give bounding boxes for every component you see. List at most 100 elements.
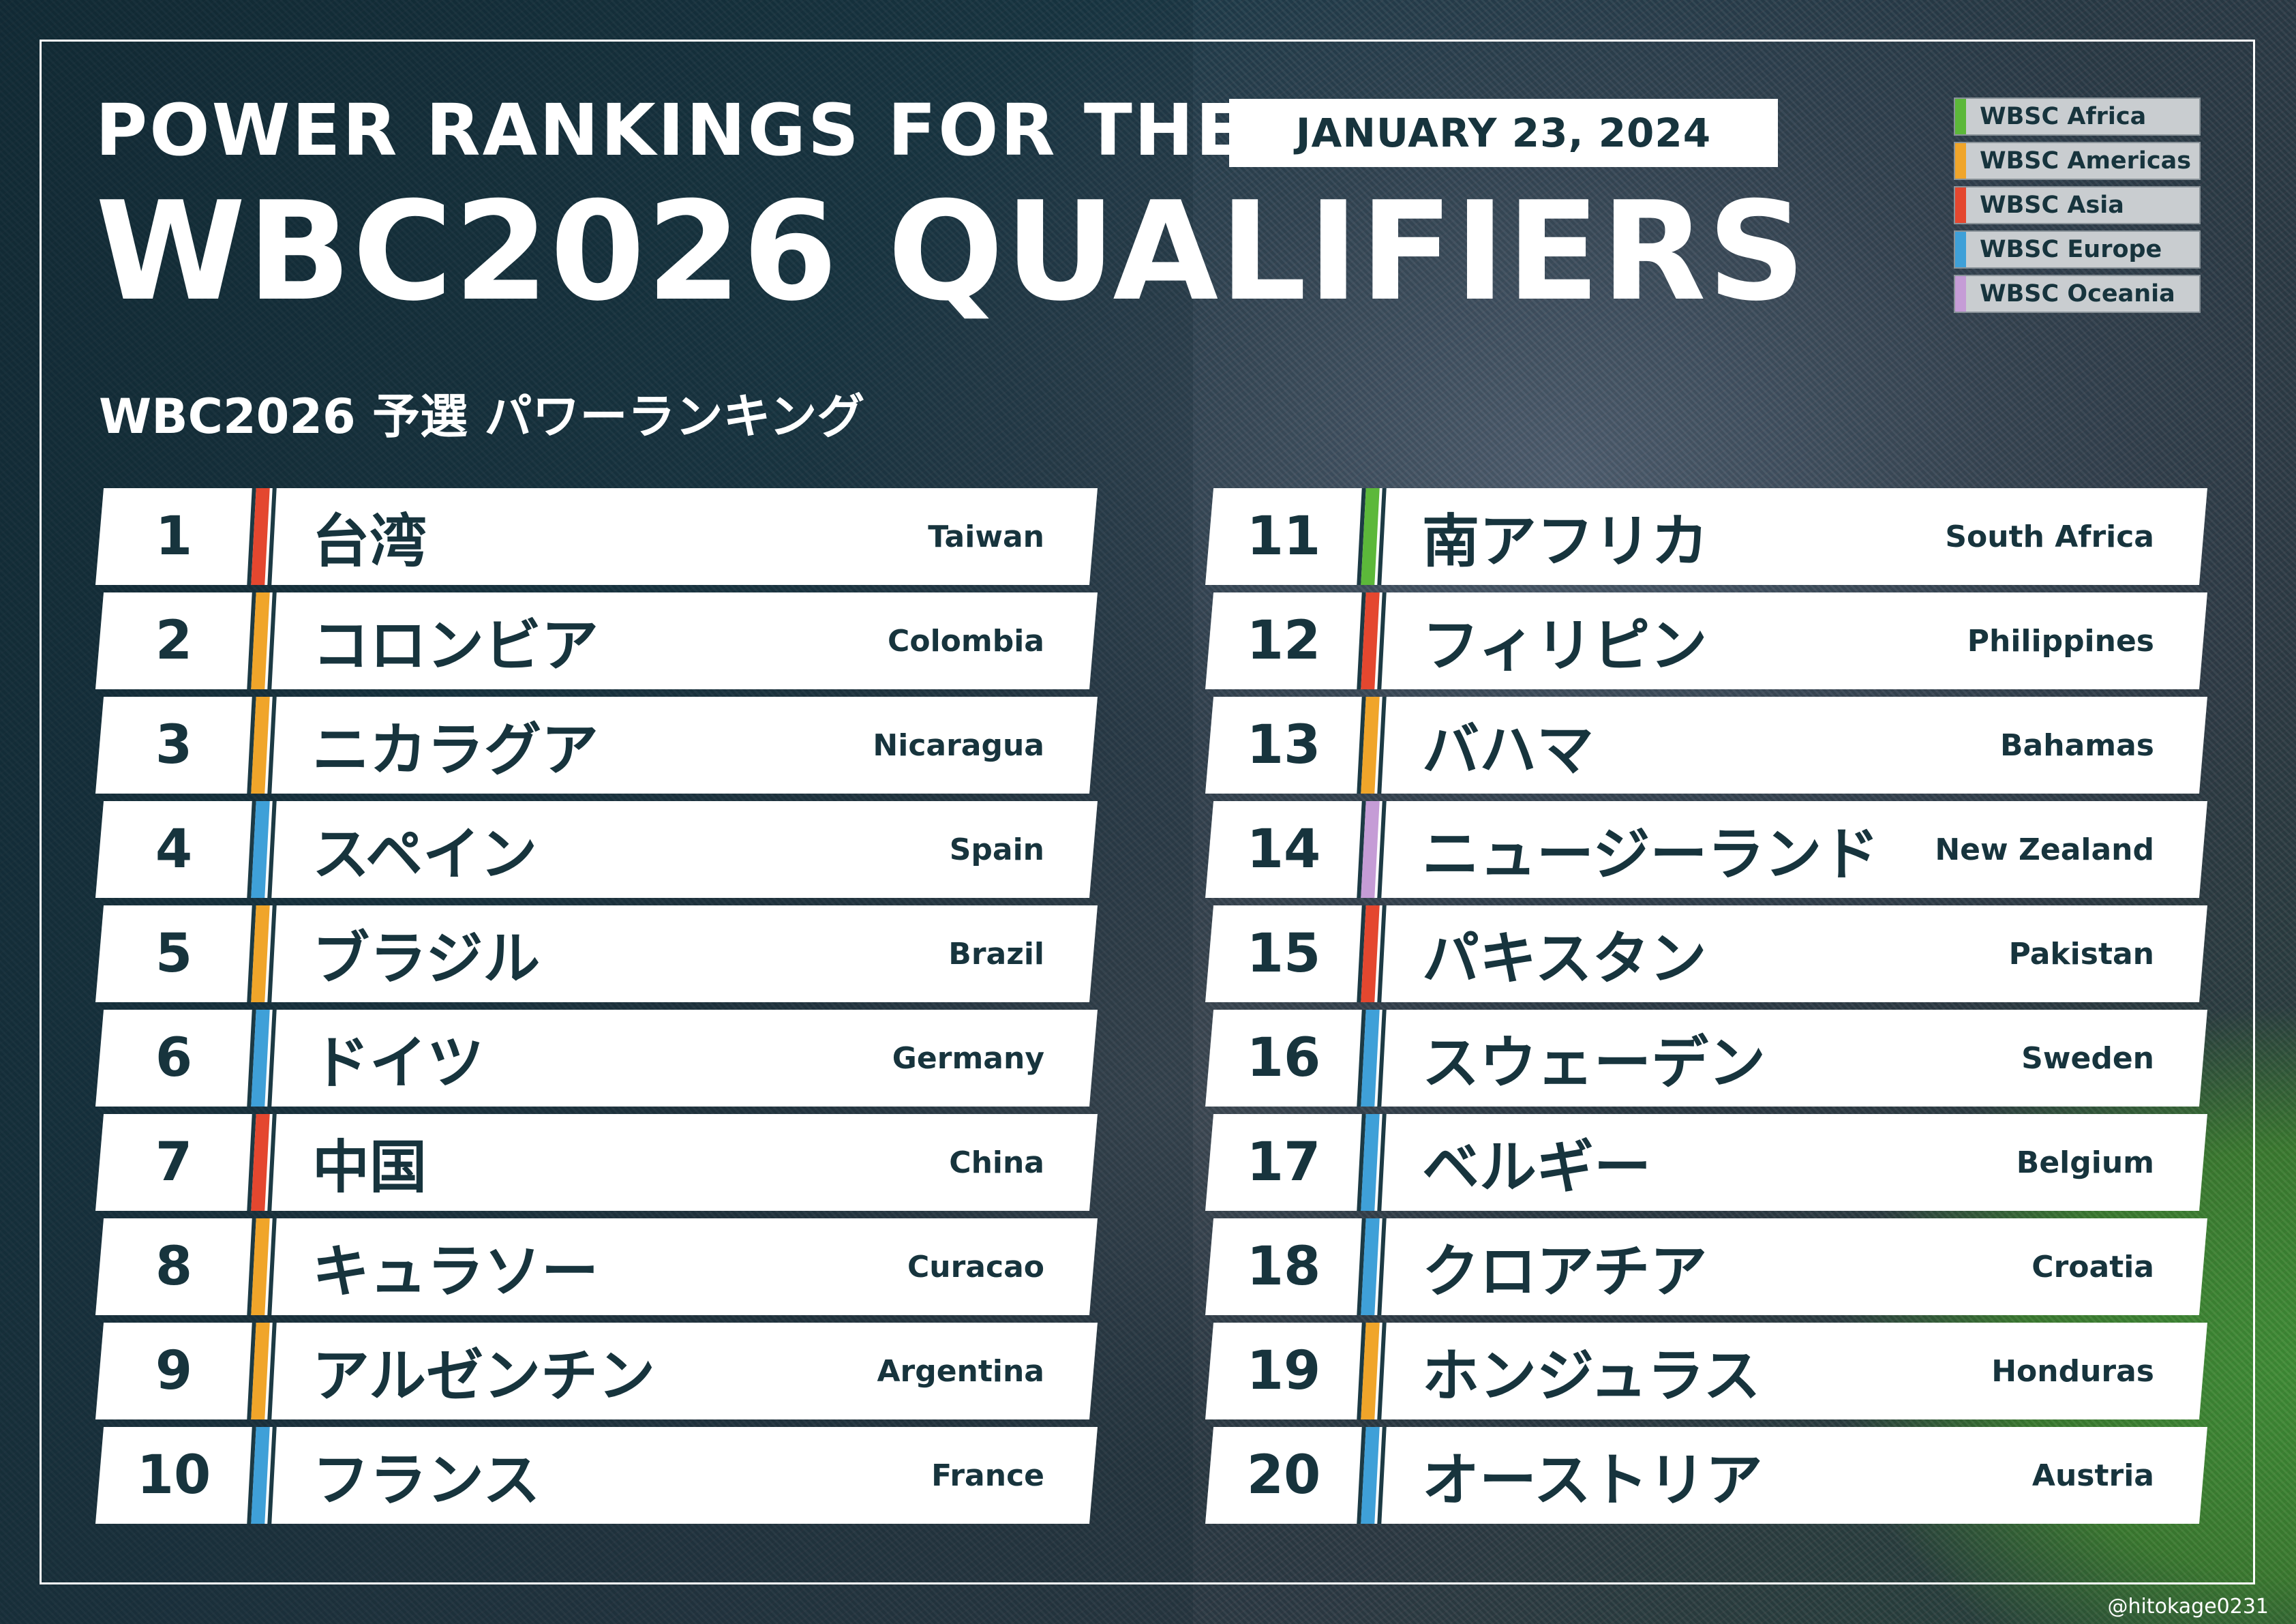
country-name-english: Bahamas	[2000, 727, 2154, 763]
country-name-english: Sweden	[2021, 1040, 2154, 1076]
title-line-1: POWER RANKINGS FOR THE	[95, 89, 1246, 172]
ranking-row: 20 オーストリア Austria	[1205, 1427, 2207, 1524]
ranking-row: 16 スウェーデン Sweden	[1205, 1010, 2207, 1107]
ranking-row: 17 ベルギー Belgium	[1205, 1114, 2207, 1211]
ranking-row: 3 ニカラグア Nicaragua	[95, 697, 1098, 794]
ranking-row: 11 南アフリカ South Africa	[1205, 488, 2207, 585]
legend: WBSC Africa WBSC Americas WBSC Asia WBSC Eu…	[1954, 97, 2201, 319]
country-name-english: New Zealand	[1935, 832, 2154, 867]
ranking-row: 5 ブラジル Brazil	[95, 905, 1098, 1002]
country-name-japanese: ホンジュラス	[1422, 1342, 1761, 1409]
country-name-japanese: パキスタン	[1422, 924, 1707, 992]
ranking-row: 12 フィリピン Philippines	[1205, 592, 2207, 689]
ranking-row: 10 フランス France	[95, 1427, 1098, 1524]
legend-swatch	[1955, 232, 1966, 267]
rank-number: 12	[1246, 610, 1321, 672]
ranking-row: 13 バハマ Bahamas	[1205, 697, 2207, 794]
country-name-japanese: ブラジル	[312, 924, 541, 992]
rank-number: 4	[155, 819, 193, 880]
country-name-japanese: キュラソー	[312, 1237, 599, 1305]
rank-number: 11	[1246, 506, 1321, 567]
rank-number: 10	[136, 1445, 211, 1506]
rank-number: 2	[155, 610, 193, 672]
ranking-row: 2 コロンビア Colombia	[95, 592, 1098, 689]
rank-number: 20	[1246, 1445, 1321, 1506]
ranking-row: 1 台湾 Taiwan	[95, 488, 1098, 585]
country-name-japanese: コロンビア	[312, 612, 599, 679]
date-box: JANUARY 23, 2024	[1229, 99, 1778, 167]
country-name-english: Spain	[949, 832, 1044, 867]
rank-number: 8	[155, 1236, 193, 1297]
legend-swatch	[1955, 143, 1966, 179]
legend-item: WBSC Asia	[1954, 186, 2201, 224]
rank-number: 15	[1246, 923, 1321, 984]
country-name-english: Austria	[2031, 1458, 2154, 1493]
subtitle: WBC2026 予選 パワーランキング	[99, 389, 865, 445]
rank-number: 1	[155, 506, 193, 567]
country-name-japanese: スペイン	[312, 820, 538, 888]
country-name-english: Brazil	[948, 936, 1044, 972]
ranking-row: 18 クロアチア Croatia	[1205, 1218, 2207, 1315]
rank-number: 14	[1246, 819, 1321, 880]
rank-number: 6	[155, 1027, 193, 1089]
country-name-japanese: スウェーデン	[1422, 1029, 1766, 1096]
country-name-english: Pakistan	[2008, 936, 2154, 972]
legend-item: WBSC Oceania	[1954, 275, 2201, 313]
country-name-english: Croatia	[2031, 1249, 2154, 1284]
legend-swatch	[1955, 99, 1966, 134]
legend-label: WBSC Oceania	[1980, 280, 2175, 307]
country-name-english: China	[949, 1145, 1044, 1180]
rank-number: 3	[155, 715, 193, 776]
ranking-row: 14 ニュージーランド New Zealand	[1205, 801, 2207, 898]
country-name-japanese: ニカラグア	[312, 716, 599, 783]
country-name-english: Nicaragua	[873, 727, 1044, 763]
country-name-japanese: クロアチア	[1422, 1237, 1708, 1305]
country-name-english: Germany	[892, 1040, 1044, 1076]
country-name-japanese: 中国	[312, 1133, 427, 1201]
country-name-japanese: ベルギー	[1422, 1133, 1652, 1201]
country-name-japanese: フィリピン	[1422, 612, 1708, 679]
rank-number: 18	[1246, 1236, 1321, 1297]
legend-label: WBSC Asia	[1980, 192, 2124, 219]
ranking-row: 19 ホンジュラス Honduras	[1205, 1323, 2207, 1419]
country-name-japanese: フランス	[312, 1446, 541, 1514]
rank-number: 9	[155, 1340, 193, 1402]
rank-number: 7	[155, 1132, 193, 1193]
legend-item: WBSC Africa	[1954, 97, 2201, 136]
country-name-english: Taiwan	[928, 519, 1044, 554]
country-name-japanese: オーストリア	[1422, 1446, 1763, 1514]
country-name-english: Philippines	[1967, 623, 2154, 659]
rank-number: 16	[1246, 1027, 1321, 1089]
ranking-row: 9 アルゼンチン Argentina	[95, 1323, 1098, 1419]
ranking-row: 4 スペイン Spain	[95, 801, 1098, 898]
legend-item: WBSC Americas	[1954, 142, 2201, 180]
rank-number: 17	[1246, 1132, 1321, 1193]
ranking-row: 15 パキスタン Pakistan	[1205, 905, 2207, 1002]
country-name-english: Belgium	[2016, 1145, 2154, 1180]
legend-swatch	[1955, 187, 1966, 223]
rankings-column-right: 11 南アフリカ South Africa 12 フィリピン Philippines 13 バ…	[1205, 488, 2207, 1531]
country-name-japanese: 南アフリカ	[1422, 507, 1709, 575]
legend-label: WBSC Europe	[1980, 236, 2162, 263]
country-name-english: Argentina	[877, 1353, 1044, 1389]
country-name-english: France	[931, 1458, 1044, 1493]
author-credit: @hitokage0231	[2107, 1595, 2269, 1619]
rank-number: 19	[1246, 1340, 1321, 1402]
title-line-2: WBC2026 QUALIFIERS	[95, 172, 1807, 331]
country-name-japanese: ニュージーランド	[1422, 820, 1879, 888]
legend-item: WBSC Europe	[1954, 230, 2201, 269]
country-name-japanese: バハマ	[1422, 716, 1595, 783]
country-name-english: South Africa	[1945, 519, 2154, 554]
rank-number: 13	[1246, 715, 1321, 776]
legend-label: WBSC Africa	[1980, 103, 2147, 130]
country-name-english: Colombia	[888, 623, 1044, 659]
rankings-column-left: 1 台湾 Taiwan 2 コロンビア Colombia 3 ニカラグア Nicaragua 4 ス…	[95, 488, 1098, 1531]
country-name-japanese: ドイツ	[312, 1029, 485, 1096]
date-label: JANUARY 23, 2024	[1295, 110, 1712, 156]
rank-number: 5	[155, 923, 193, 984]
white-frame	[40, 40, 2255, 1584]
country-name-japanese: 台湾	[312, 507, 427, 575]
legend-label: WBSC Americas	[1980, 147, 2192, 175]
country-name-english: Curacao	[907, 1249, 1044, 1284]
